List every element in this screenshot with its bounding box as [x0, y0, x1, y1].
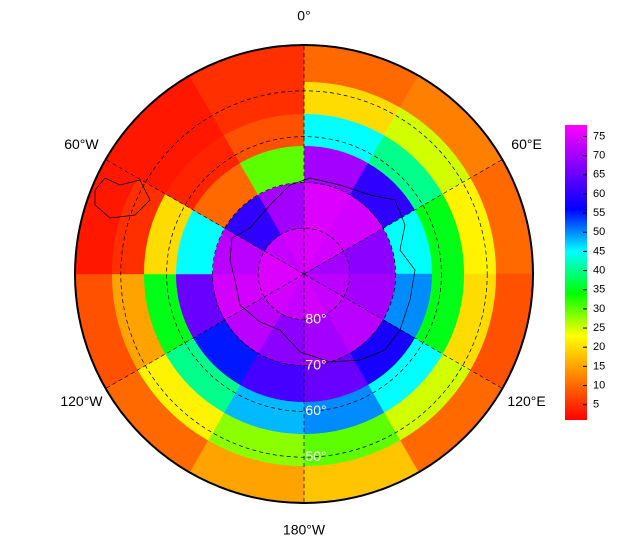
colorbar-tick-label: 5	[593, 399, 599, 411]
lon-label: 120°W	[60, 393, 103, 409]
colorbar-tick-label: 15	[593, 360, 605, 372]
colorbar-scale	[565, 125, 587, 420]
colorbar: 5 10 15 20 25 30 35 40 45 50 55 60 65 70 75	[565, 125, 605, 420]
meridian	[105, 159, 305, 275]
colorbar-tick-label: 65	[593, 169, 605, 181]
coastline-south-america	[94, 177, 151, 219]
map-border	[74, 44, 534, 504]
colorbar-tick-label: 35	[593, 284, 605, 296]
lat-label: 80°	[305, 311, 326, 327]
lon-label: 180°W	[283, 522, 326, 538]
colorbar-tick-label: 70	[593, 150, 605, 162]
colorbar-tick-label: 75	[593, 130, 605, 142]
colorbar-tick-label: 30	[593, 303, 605, 315]
colorbar-tick-label: 25	[593, 322, 605, 334]
colorbar-tick-label: 20	[593, 341, 605, 353]
colorbar-tick-label: 50	[593, 226, 605, 238]
lon-label: 60°W	[64, 136, 99, 152]
lat-label: 60°	[305, 402, 326, 418]
field	[75, 45, 533, 503]
colorbar-tick-label: 60	[593, 188, 605, 200]
meridian	[303, 273, 503, 389]
colorbar-tick-label: 10	[593, 379, 605, 391]
lat-label: 50°	[305, 448, 326, 464]
lat-label: 70°	[305, 356, 326, 372]
colorbar-tick-label: 55	[593, 207, 605, 219]
meridian	[105, 273, 305, 389]
lon-label: 60°E	[511, 136, 542, 152]
graticule	[105, 45, 503, 503]
colorbar-tick-label: 45	[593, 245, 605, 257]
coastline	[229, 177, 416, 363]
lat-circle	[166, 136, 442, 412]
lon-label: 120°E	[507, 393, 545, 409]
meridian	[303, 159, 503, 275]
lon-label: 0°	[297, 8, 310, 24]
colorbar-tick-label: 40	[593, 264, 605, 276]
